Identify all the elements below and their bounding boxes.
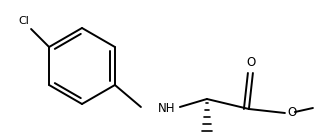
Text: NH: NH	[158, 103, 176, 116]
Text: O: O	[246, 56, 255, 69]
Text: Cl: Cl	[18, 16, 29, 26]
Text: O: O	[287, 105, 296, 119]
